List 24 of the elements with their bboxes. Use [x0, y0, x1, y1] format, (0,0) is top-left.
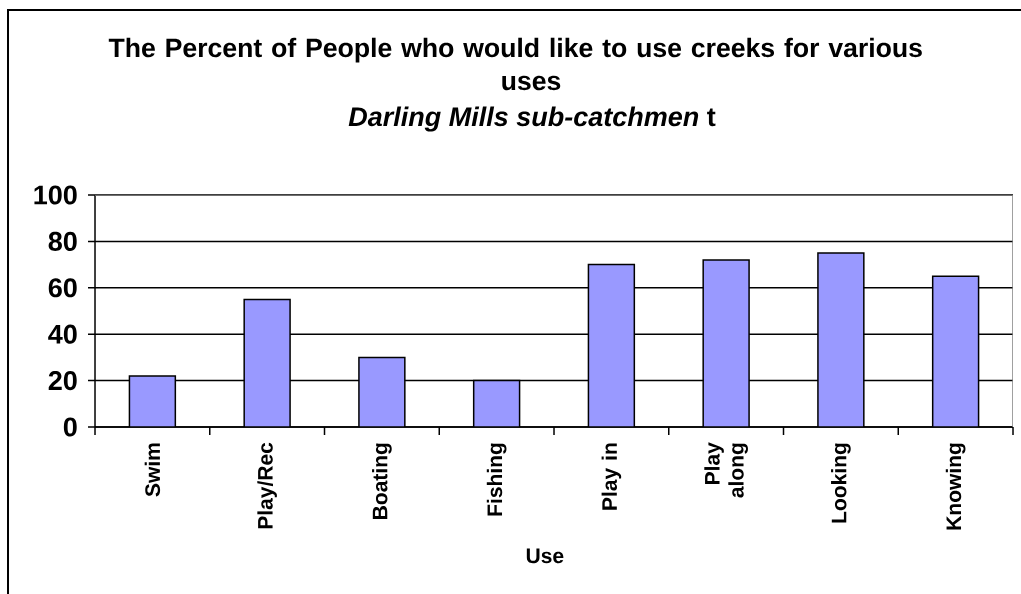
x-tick-label: Play in — [601, 443, 622, 510]
y-tick-label: 40 — [48, 324, 77, 344]
x-tick-label: Looking — [831, 443, 851, 523]
x-tick-label: Fishing — [486, 443, 507, 516]
bar — [931, 275, 980, 427]
y-tick-label: 60 — [48, 278, 77, 298]
x-tick-label: Knowing — [945, 443, 966, 530]
y-tick-label: 20 — [48, 371, 77, 391]
bar — [472, 379, 521, 427]
x-tick-label: Play/Rec — [257, 442, 277, 529]
x-tick-label: Swim — [144, 443, 161, 497]
y-tick-label: 0 — [63, 417, 77, 437]
bar — [243, 298, 291, 427]
bar — [358, 356, 406, 427]
x-axis-title: Use — [526, 548, 564, 564]
y-tick-label: 100 — [34, 185, 77, 205]
x-tick-label: Boating — [372, 443, 392, 519]
x-tick-label: Play along — [704, 442, 748, 498]
bar — [702, 259, 750, 427]
y-tick-label: 80 — [48, 231, 77, 251]
chart-subtitle: Darling Mills sub-catchmen t — [348, 106, 716, 132]
bar — [587, 263, 636, 427]
bar — [128, 375, 177, 427]
bar — [817, 252, 865, 427]
